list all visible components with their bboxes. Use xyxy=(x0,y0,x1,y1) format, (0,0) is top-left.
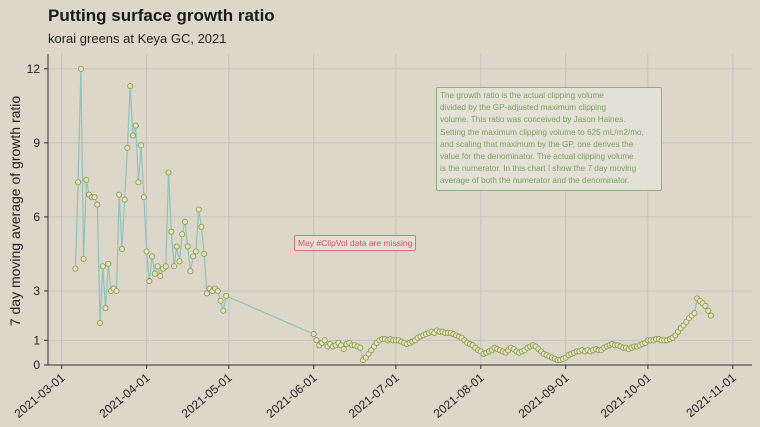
data-point xyxy=(198,223,205,230)
data-point xyxy=(217,297,224,304)
x-tick-label: 2021-05-01 xyxy=(179,370,235,420)
note-line: value for the denominator. The actual cl… xyxy=(440,152,634,162)
y-tick-label: 3 xyxy=(33,284,40,298)
data-point xyxy=(340,345,347,353)
data-point xyxy=(75,179,82,186)
data-point xyxy=(124,144,131,151)
data-point xyxy=(168,228,175,235)
note-line: divided by the GP-adjusted maximum clipp… xyxy=(440,103,607,113)
data-point xyxy=(113,287,120,295)
x-tick-label: 2021-07-01 xyxy=(346,370,402,420)
x-tick-label: 2021-04-01 xyxy=(97,370,153,420)
data-point xyxy=(165,169,172,176)
data-point xyxy=(705,307,712,314)
data-point xyxy=(707,312,714,319)
data-point xyxy=(157,273,164,280)
note-line: Setting the maximum clipping volume to 6… xyxy=(440,127,644,137)
data-point xyxy=(135,179,142,186)
data-point xyxy=(176,258,183,265)
data-point xyxy=(143,248,150,255)
data-point xyxy=(149,253,156,260)
data-point xyxy=(83,176,90,183)
data-point xyxy=(192,248,199,255)
data-point xyxy=(321,337,328,344)
data-point xyxy=(154,263,161,270)
data-point xyxy=(702,302,709,309)
data-point xyxy=(118,245,126,253)
data-point xyxy=(179,231,186,238)
data-point xyxy=(181,218,189,225)
chart-subtitle: korai greens at Keya GC, 2021 xyxy=(48,31,227,46)
data-point xyxy=(77,65,84,72)
data-point xyxy=(105,260,112,267)
y-tick-label: 6 xyxy=(33,210,40,224)
x-tick-label: 2021-11-01 xyxy=(683,370,739,420)
data-point xyxy=(170,263,178,270)
data-point xyxy=(146,278,153,285)
x-tick-label: 2021-08-01 xyxy=(431,370,487,420)
data-point xyxy=(190,253,197,260)
note-line: The growth ratio is the actual clipping … xyxy=(440,91,604,100)
y-tick-label: 1 xyxy=(33,333,40,347)
x-tick-label: 2021-10-01 xyxy=(598,370,654,420)
y-tick-label: 12 xyxy=(27,62,41,76)
note-line: is the numerator. In this chart I show t… xyxy=(440,164,637,174)
data-point xyxy=(220,307,227,314)
data-point xyxy=(184,243,191,250)
data-point xyxy=(116,191,123,198)
data-point xyxy=(129,132,136,139)
data-point xyxy=(140,194,147,201)
data-point xyxy=(195,206,202,213)
data-point xyxy=(187,268,194,275)
explanation-note: The growth ratio is the actual clipping … xyxy=(436,87,662,191)
data-point xyxy=(102,305,109,312)
x-tick-labels: 2021-03-01 2021-04-01 2021-05-01 2021-06-01… xyxy=(12,370,739,420)
data-point xyxy=(91,194,98,201)
grid-lines xyxy=(48,54,752,366)
data-point xyxy=(313,337,320,344)
note-line: volume. This ratio was conceived by Jaso… xyxy=(440,115,626,125)
data-point xyxy=(127,83,134,90)
data-point xyxy=(121,196,128,203)
data-point xyxy=(173,243,180,250)
data-point xyxy=(357,344,364,351)
note-line: and scaling that maximum by the GP, one … xyxy=(440,139,634,149)
missing-data-note: May #ClipVol data are missing xyxy=(294,235,417,251)
data-point xyxy=(80,255,87,262)
axes xyxy=(44,54,752,369)
chart-title: Putting surface growth ratio xyxy=(48,6,275,25)
data-point xyxy=(691,310,698,317)
y-tick-label: 0 xyxy=(33,358,40,372)
data-point xyxy=(214,287,221,295)
data-point xyxy=(162,263,169,270)
y-tick-label: 9 xyxy=(33,136,40,150)
data-point xyxy=(138,142,145,149)
y-axis-title: 7 day moving average of growth ratio xyxy=(7,96,23,327)
data-point xyxy=(99,263,106,270)
data-point xyxy=(203,290,210,297)
data-point xyxy=(96,319,104,327)
series-layer xyxy=(72,65,714,364)
x-tick-label: 2021-09-01 xyxy=(516,370,572,420)
data-point xyxy=(151,270,158,277)
x-tick-label: 2021-06-01 xyxy=(264,370,320,420)
data-point xyxy=(72,265,79,272)
note-line: average of both the numerator and the de… xyxy=(440,176,630,186)
data-point xyxy=(201,250,208,257)
data-point xyxy=(310,331,317,338)
data-point xyxy=(132,122,139,129)
data-point xyxy=(223,292,230,299)
data-point xyxy=(94,201,101,208)
y-tick-labels: 0 1 3 6 9 12 xyxy=(27,62,41,372)
x-tick-label: 2021-03-01 xyxy=(12,370,68,420)
